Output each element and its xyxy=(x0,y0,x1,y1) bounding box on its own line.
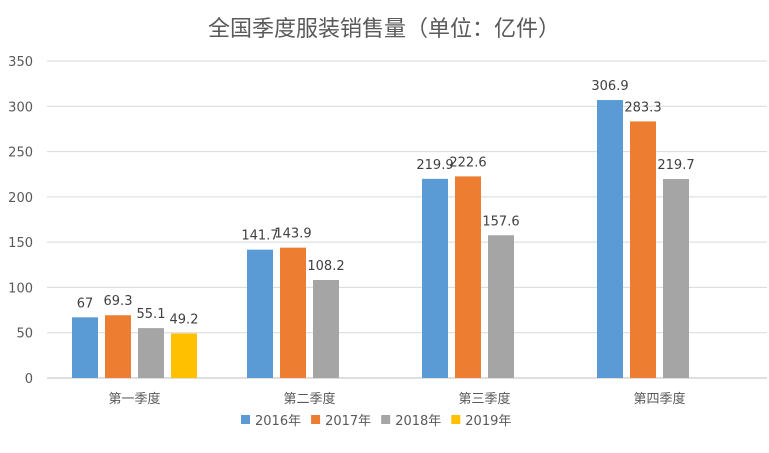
bar-2018年 xyxy=(313,280,339,378)
y-tick-label: 350 xyxy=(8,55,33,70)
data-label: 55.1 xyxy=(137,307,166,322)
legend-swatch xyxy=(241,415,250,424)
bar-2016年 xyxy=(597,100,623,378)
y-tick-label: 300 xyxy=(8,100,33,115)
x-tick-label: 第四季度 xyxy=(633,391,685,407)
bar-2017年 xyxy=(455,176,481,378)
legend-swatch xyxy=(381,415,391,424)
bar-2016年 xyxy=(247,249,273,378)
y-tick-label: 250 xyxy=(8,146,33,161)
x-tick-label: 第三季度 xyxy=(458,391,510,407)
data-label: 141.7 xyxy=(241,229,278,244)
bar-2018年 xyxy=(663,179,689,378)
data-label: 283.3 xyxy=(624,100,661,115)
chart-title: 全国季度服装销售量（单位：亿件） xyxy=(208,17,560,42)
bar-2016年 xyxy=(72,317,98,378)
bar-2019年 xyxy=(171,333,197,378)
bar-2017年 xyxy=(280,247,306,378)
legend-label: 2016年 xyxy=(255,414,301,429)
legend-label: 2017年 xyxy=(325,414,371,429)
y-tick-label: 200 xyxy=(8,191,33,206)
y-tick-label: 0 xyxy=(25,372,33,387)
data-label: 306.9 xyxy=(591,79,628,94)
y-tick-label: 100 xyxy=(8,281,33,296)
y-tick-label: 50 xyxy=(16,327,33,342)
legend-label: 2019年 xyxy=(465,414,511,429)
legend-label: 2018年 xyxy=(395,414,441,429)
y-tick-label: 150 xyxy=(8,236,33,251)
x-tick-label: 第二季度 xyxy=(283,391,335,407)
legend-swatch xyxy=(311,415,321,424)
data-label: 222.6 xyxy=(449,155,486,170)
bar-2018年 xyxy=(138,328,164,378)
bar-2018年 xyxy=(488,235,514,378)
data-label: 69.3 xyxy=(104,294,133,309)
bar-2016年 xyxy=(422,178,448,378)
data-label: 157.6 xyxy=(482,214,519,229)
bar-2017年 xyxy=(630,121,656,379)
data-label: 219.9 xyxy=(416,158,453,173)
data-label: 49.2 xyxy=(170,312,199,327)
data-label: 108.2 xyxy=(307,259,344,274)
data-label: 67 xyxy=(77,296,94,311)
data-label: 143.9 xyxy=(274,227,311,242)
x-tick-label: 第一季度 xyxy=(108,391,160,407)
bar-2017年 xyxy=(105,315,131,378)
legend-swatch xyxy=(451,415,461,424)
data-label: 219.7 xyxy=(657,158,694,173)
